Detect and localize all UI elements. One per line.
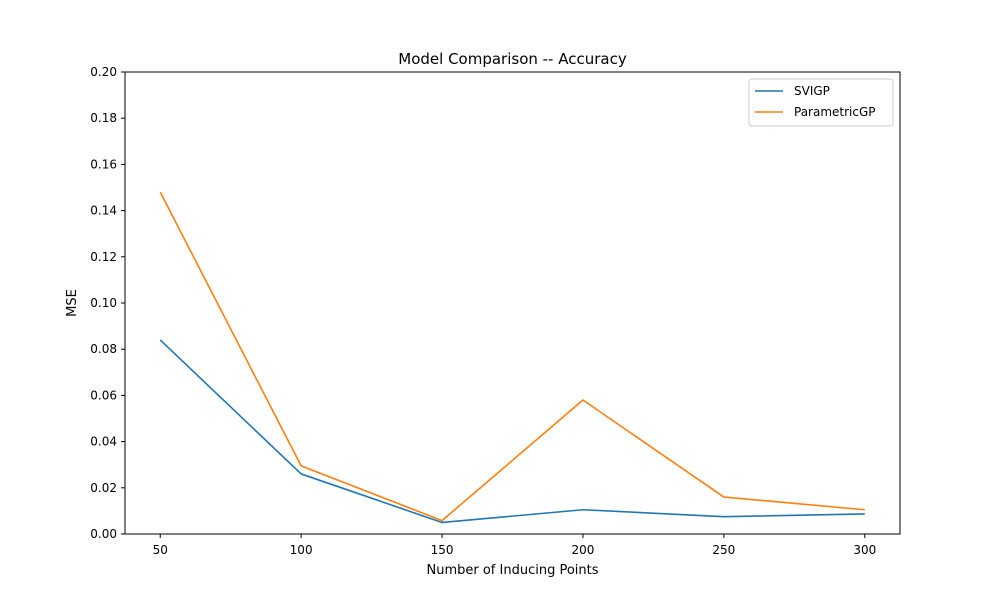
y-tick-label: 0.04 [90, 435, 117, 449]
x-tick-label: 250 [712, 543, 735, 557]
y-tick-label: 0.06 [90, 388, 117, 402]
x-tick-label: 150 [431, 543, 454, 557]
series-line-svigp [159, 339, 865, 524]
y-tick-label: 0.10 [90, 296, 117, 310]
y-tick-label: 0.16 [90, 157, 117, 171]
x-tick-label: 200 [572, 543, 595, 557]
y-tick-label: 0.14 [90, 204, 117, 218]
x-tick-label: 50 [153, 543, 168, 557]
legend: SVIGP ParametricGP [748, 78, 894, 127]
chart-title: Model Comparison -- Accuracy [398, 50, 627, 68]
x-axis-label: Number of Inducing Points [426, 563, 598, 578]
y-axis-label: MSE [65, 289, 80, 317]
y-tick-label: 0.20 [90, 65, 117, 79]
y-tick-label: 0.08 [90, 342, 117, 356]
legend-label: ParametricGP [794, 105, 876, 119]
legend-label: SVIGP [794, 84, 830, 98]
x-tick-label: 300 [853, 543, 876, 557]
y-axis: 0.00 0.02 0.04 0.06 0.08 0.10 0.12 0.14 0.16 0.18… [90, 65, 125, 541]
x-tick-label: 100 [290, 543, 313, 557]
y-tick-label: 0.18 [90, 111, 117, 125]
y-tick-label: 0.02 [90, 481, 117, 495]
x-axis: 50 100 150 200 250 300 [153, 534, 876, 557]
chart-marks [159, 191, 865, 524]
y-tick-label: 0.00 [90, 527, 117, 541]
legend-box [748, 78, 894, 127]
series-line-parametricgp [159, 191, 865, 522]
y-tick-label: 0.12 [90, 250, 117, 264]
plot-frame [124, 71, 901, 535]
